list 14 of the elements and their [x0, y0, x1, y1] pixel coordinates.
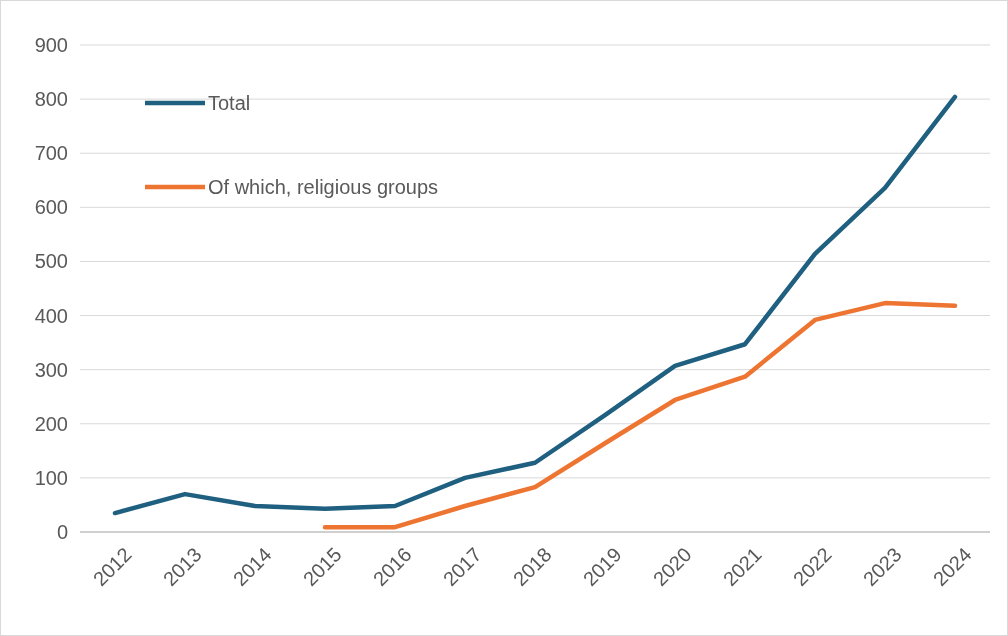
y-tick-label: 200	[34, 412, 68, 435]
line-series	[322, 300, 958, 530]
legend-label: Total	[208, 92, 251, 114]
line-series	[112, 94, 958, 516]
y-tick-label: 800	[34, 88, 68, 111]
y-tick-label: 400	[34, 304, 68, 327]
y-tick-label: 300	[34, 358, 68, 381]
y-tick-label: 500	[34, 250, 68, 273]
y-tick-label: 600	[34, 196, 68, 219]
y-tick-label: 0	[56, 521, 68, 543]
legend-label: Of which, religious groups	[208, 176, 439, 198]
y-tick-label: 700	[34, 142, 68, 165]
y-tick-label: 900	[34, 34, 68, 56]
y-tick-label: 100	[34, 466, 68, 489]
